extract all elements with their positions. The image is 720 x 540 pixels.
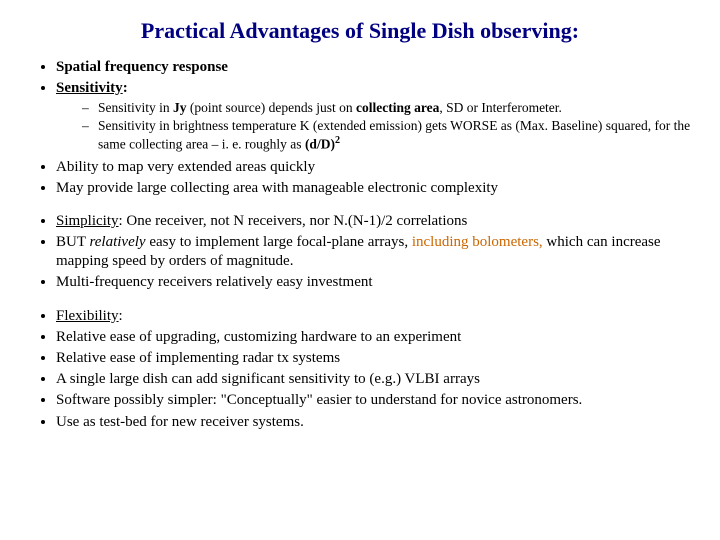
list-item: Use as test-bed for new receiver systems… <box>56 413 692 432</box>
text: BUT <box>56 234 89 250</box>
text: Sensitivity in <box>98 100 173 115</box>
text-colon: : <box>123 80 128 96</box>
list-item: Relative ease of implementing radar tx s… <box>56 349 692 368</box>
list-item: Ability to map very extended areas quick… <box>56 158 692 177</box>
text: , SD or Interferometer. <box>439 100 562 115</box>
text: easy to implement large focal-plane arra… <box>146 234 412 250</box>
list-item: Flexibility: <box>56 307 692 326</box>
sub-item: Sensitivity in Jy (point source) depends… <box>82 100 692 117</box>
text-jy: Jy <box>173 100 187 115</box>
bullet-list: Spatial frequency response Sensitivity: … <box>34 58 692 432</box>
text-bolometers: including bolometers, <box>412 234 543 250</box>
list-item: May provide large collecting area with m… <box>56 179 692 198</box>
text-sensitivity-label: Sensitivity <box>56 80 123 96</box>
list-item: Spatial frequency response <box>56 58 692 77</box>
text-spatial: Spatial frequency response <box>56 59 228 75</box>
list-item: Simplicity: One receiver, not N receiver… <box>56 212 692 231</box>
text: (point source) depends just on <box>187 100 356 115</box>
text-dD: (d/D) <box>305 137 335 152</box>
text: : One receiver, not N receivers, nor N.(… <box>119 213 468 229</box>
text-relatively: relatively <box>89 234 145 250</box>
text: Sensitivity in brightness temperature K … <box>98 118 690 151</box>
sub-item: Sensitivity in brightness temperature K … <box>82 118 692 153</box>
text-colon: : <box>119 308 123 324</box>
text-flexibility-label: Flexibility <box>56 308 119 324</box>
text-simplicity-label: Simplicity <box>56 213 119 229</box>
slide: Practical Advantages of Single Dish obse… <box>0 0 720 454</box>
list-item: Relative ease of upgrading, customizing … <box>56 328 692 347</box>
page-title: Practical Advantages of Single Dish obse… <box>28 18 692 44</box>
text-exp: 2 <box>335 135 340 146</box>
list-item: BUT relatively easy to implement large f… <box>56 233 692 271</box>
sub-list: Sensitivity in Jy (point source) depends… <box>82 100 692 153</box>
list-item: Multi-frequency receivers relatively eas… <box>56 273 692 292</box>
list-item: Sensitivity: Sensitivity in Jy (point so… <box>56 79 692 153</box>
list-item: Software possibly simpler: "Conceptually… <box>56 391 692 410</box>
list-item: A single large dish can add significant … <box>56 370 692 389</box>
text-collecting-area: collecting area <box>356 100 439 115</box>
